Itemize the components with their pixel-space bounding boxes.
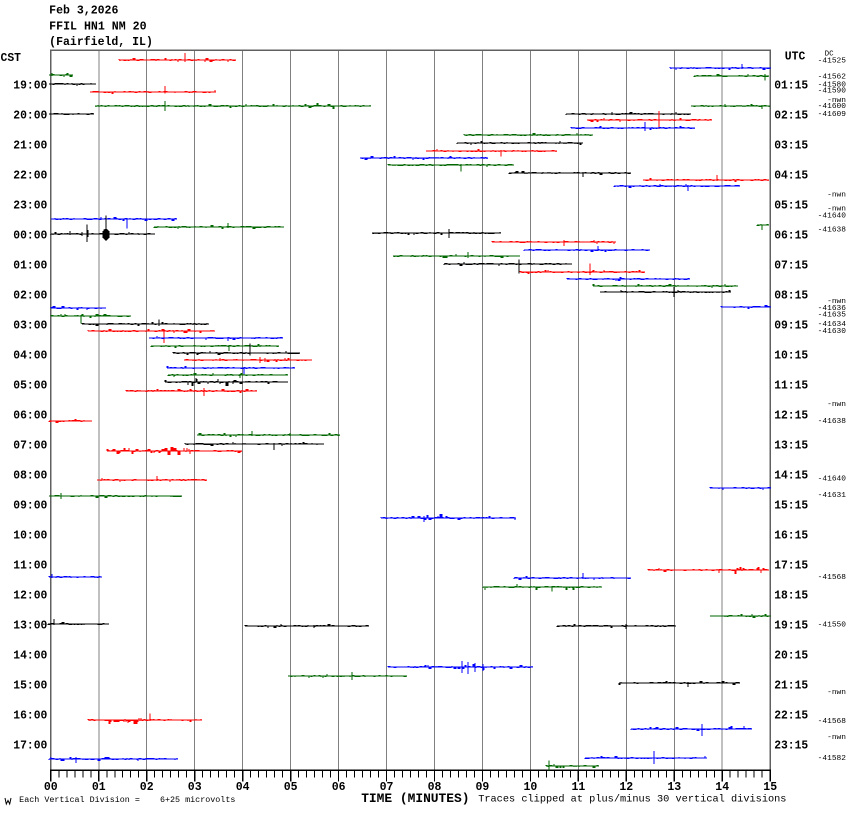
svg-text:13: 13 [667,781,681,794]
svg-text:20:00: 20:00 [13,110,47,123]
svg-text:10:15: 10:15 [774,350,808,363]
svg-text:21:15: 21:15 [774,680,808,693]
svg-text:15: 15 [763,781,777,794]
svg-text:09:15: 09:15 [774,320,808,333]
svg-text:20:15: 20:15 [774,650,808,663]
svg-text:14: 14 [715,781,729,794]
svg-text:18:15: 18:15 [774,590,808,603]
svg-text:-nwn: -nwn [827,191,846,199]
svg-text:FFIL HN1 NM 20: FFIL HN1 NM 20 [49,20,146,33]
svg-text:01:00: 01:00 [13,260,47,273]
svg-text:-nwn: -nwn [827,97,846,105]
svg-text:-41580: -41580 [818,82,846,90]
svg-text:03: 03 [188,781,202,794]
svg-text:17:15: 17:15 [774,560,808,573]
svg-text:Feb 3,2026: Feb 3,2026 [49,5,118,18]
svg-text:11: 11 [572,781,586,794]
svg-text:TIME (MINUTES): TIME (MINUTES) [361,791,469,806]
svg-text:16:15: 16:15 [774,530,808,543]
svg-text:00:00: 00:00 [13,230,47,243]
svg-text:-41550: -41550 [818,622,846,630]
svg-text:-41640: -41640 [818,212,846,220]
svg-text:-41568: -41568 [818,718,846,726]
svg-text:-41609: -41609 [818,111,846,119]
svg-text:(Fairfield, IL): (Fairfield, IL) [49,36,153,49]
svg-text:-nwn: -nwn [827,689,846,697]
svg-text:22:00: 22:00 [13,170,47,183]
svg-text:13:00: 13:00 [13,620,47,633]
svg-text:15:00: 15:00 [13,680,47,693]
svg-text:-41630: -41630 [818,328,846,336]
svg-text:-41631: -41631 [818,492,846,500]
svg-text:-nwn: -nwn [827,401,846,409]
svg-text:23:00: 23:00 [13,200,47,213]
svg-text:22:15: 22:15 [774,710,808,723]
svg-text:10:00: 10:00 [13,530,47,543]
svg-text:01:15: 01:15 [774,80,808,93]
svg-text:05:15: 05:15 [774,200,808,213]
svg-text:21:00: 21:00 [13,140,47,153]
svg-text:02:00: 02:00 [13,290,47,303]
svg-text:-41638: -41638 [818,418,846,426]
svg-text:-41582: -41582 [818,755,846,763]
svg-text:11:00: 11:00 [13,560,47,573]
svg-text:03:15: 03:15 [774,140,808,153]
svg-text:-41568: -41568 [818,574,846,582]
svg-text:07: 07 [380,781,394,794]
svg-text:05:00: 05:00 [13,380,47,393]
svg-text:17:00: 17:00 [13,740,47,753]
svg-text:07:00: 07:00 [13,440,47,453]
svg-text:06: 06 [332,781,346,794]
svg-text:02:15: 02:15 [774,110,808,123]
svg-text:23:15: 23:15 [774,740,808,753]
svg-text:19:00: 19:00 [13,80,47,93]
svg-text:-41638: -41638 [818,227,846,235]
svg-text:16:00: 16:00 [13,710,47,723]
svg-text:-nwn: -nwn [827,206,846,214]
svg-text:03:00: 03:00 [13,320,47,333]
svg-text:09: 09 [476,781,490,794]
svg-text:-41562: -41562 [818,74,846,82]
svg-text:14:15: 14:15 [774,470,808,483]
svg-text:08: 08 [428,781,442,794]
svg-text:-41634: -41634 [818,321,846,329]
svg-text:-41590: -41590 [818,88,846,96]
svg-text:-41635: -41635 [818,311,846,319]
svg-text:08:00: 08:00 [13,470,47,483]
svg-text:15:15: 15:15 [774,500,808,513]
svg-text:06:00: 06:00 [13,410,47,423]
svg-text:-41636: -41636 [818,305,846,313]
svg-text:05: 05 [284,781,298,794]
svg-text:DC: DC [825,50,835,58]
svg-text:Traces clipped at plus/minus 3: Traces clipped at plus/minus 30 vertical… [478,794,786,806]
svg-text:Each Vertical Division = 6+: Each Vertical Division = 6+25 microvolts [19,795,235,805]
svg-text:04:00: 04:00 [13,350,47,363]
svg-text:CST: CST [1,52,22,65]
svg-text:13:15: 13:15 [774,440,808,453]
svg-text:-nwn: -nwn [827,298,846,306]
svg-text:02: 02 [140,781,154,794]
svg-text:-41600: -41600 [818,103,846,111]
svg-text:19:15: 19:15 [774,620,808,633]
svg-text:-41525: -41525 [818,58,846,66]
svg-text:06:15: 06:15 [774,230,808,243]
svg-text:10: 10 [524,781,538,794]
svg-text:12: 12 [619,781,633,794]
svg-text:14:00: 14:00 [13,650,47,663]
svg-text:07:15: 07:15 [774,260,808,273]
svg-text:09:00: 09:00 [13,500,47,513]
svg-text:04: 04 [236,781,250,794]
svg-text:-41640: -41640 [818,476,846,484]
svg-text:UTC: UTC [785,51,806,64]
svg-text:01: 01 [92,781,106,794]
svg-text:11:15: 11:15 [774,380,808,393]
svg-text:12:00: 12:00 [13,590,47,603]
svg-text:04:15: 04:15 [774,170,808,183]
svg-text:12:15: 12:15 [774,410,808,423]
svg-text:08:15: 08:15 [774,290,808,303]
svg-text:-nwn: -nwn [827,734,846,742]
svg-text:00: 00 [44,781,58,794]
